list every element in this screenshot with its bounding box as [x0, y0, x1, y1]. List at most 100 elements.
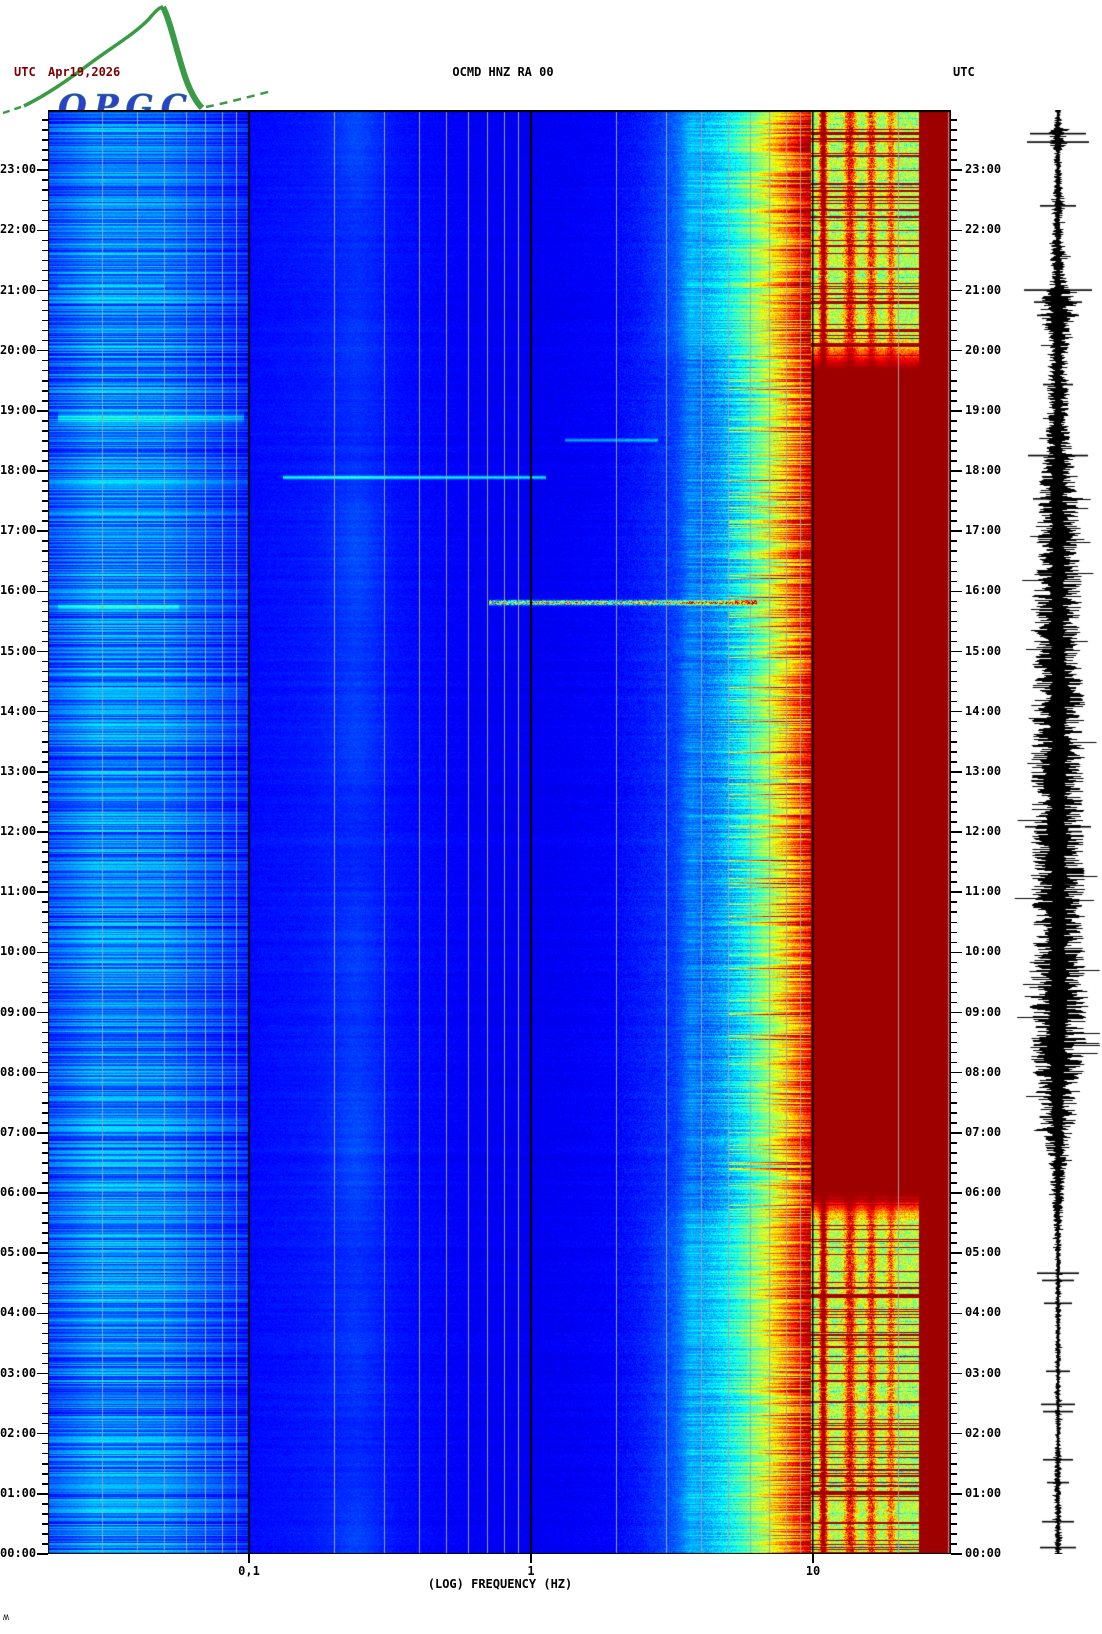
time-tick: [951, 1182, 957, 1184]
time-tick: [42, 600, 48, 603]
time-tick: [951, 821, 957, 823]
time-tick: [951, 229, 962, 232]
time-tick: [951, 1272, 957, 1274]
time-tick: [42, 1503, 48, 1505]
time-tick: [951, 1041, 957, 1044]
time-label: 04:00: [965, 1305, 1002, 1320]
time-tick: [37, 1011, 48, 1014]
time-tick: [37, 831, 48, 833]
time-tick: [951, 761, 957, 763]
time-label: 11:00: [0, 884, 37, 899]
time-tick: [42, 540, 48, 542]
time-tick: [42, 911, 48, 913]
time-tick: [42, 991, 48, 994]
time-tick: [951, 861, 957, 863]
date-label: Apr19,2026: [48, 65, 121, 79]
time-tick: [951, 119, 957, 121]
freq-tick-label: 0,1: [238, 1564, 260, 1578]
time-tick: [42, 420, 48, 422]
time-tick: [951, 580, 957, 583]
time-tick: [42, 660, 48, 663]
time-tick: [951, 159, 957, 161]
time-tick: [42, 259, 48, 262]
time-tick: [37, 1553, 48, 1555]
time-tick: [42, 1292, 48, 1295]
time-tick: [42, 1242, 48, 1244]
time-tick: [951, 189, 957, 191]
time-label: 18:00: [965, 463, 1002, 477]
page-title: OCMD HNZ RA 00: [452, 65, 554, 79]
time-label: 09:00: [0, 1004, 37, 1019]
time-label: 00:00: [965, 1546, 1002, 1560]
time-tick: [42, 961, 48, 964]
time-tick: [951, 460, 957, 462]
time-tick: [37, 169, 48, 171]
time-tick: [42, 981, 48, 984]
freq-tick: [812, 1554, 814, 1563]
time-tick: [42, 921, 48, 923]
time-tick: [42, 1212, 48, 1214]
time-tick: [951, 400, 957, 402]
time-tick: [951, 1553, 962, 1555]
time-tick: [951, 209, 957, 212]
time-tick: [42, 550, 48, 552]
time-tick: [951, 1392, 957, 1395]
time-tick: [37, 1192, 48, 1194]
time-tick: [42, 751, 48, 753]
time-tick: [42, 1352, 48, 1355]
time-label: 05:00: [0, 1245, 37, 1260]
time-tick: [951, 410, 962, 412]
time-tick: [42, 329, 48, 332]
time-tick: [951, 981, 957, 984]
time-tick: [42, 279, 48, 282]
time-tick: [951, 380, 957, 382]
time-tick: [42, 1202, 48, 1204]
time-tick: [42, 400, 48, 402]
time-label: 06:00: [0, 1185, 37, 1199]
time-label: 05:00: [965, 1245, 1002, 1260]
freq-tick: [248, 1554, 250, 1563]
time-tick: [42, 700, 48, 703]
time-tick: [951, 1142, 957, 1144]
time-tick: [951, 349, 962, 352]
time-tick: [951, 1282, 957, 1284]
time-tick: [951, 1412, 957, 1415]
time-tick: [951, 299, 957, 302]
time-label: 15:00: [965, 643, 1002, 658]
time-tick: [42, 720, 48, 723]
time-tick: [951, 690, 957, 693]
utc-left-label: UTC: [14, 65, 36, 79]
time-label: 09:00: [965, 1004, 1002, 1019]
time-tick: [951, 1102, 957, 1104]
time-tick: [951, 1493, 962, 1495]
time-tick: [951, 1533, 957, 1535]
time-tick: [951, 510, 957, 512]
time-tick: [42, 299, 48, 302]
time-tick: [951, 540, 957, 542]
time-tick: [951, 1132, 962, 1134]
time-tick: [951, 390, 957, 392]
time-tick: [42, 1031, 48, 1034]
time-tick: [951, 710, 962, 713]
time-tick: [42, 209, 48, 212]
time-label: 17:00: [965, 523, 1002, 538]
time-tick: [42, 801, 48, 803]
time-tick: [42, 1513, 48, 1515]
time-tick: [37, 410, 48, 412]
time-label: 16:00: [965, 583, 1002, 598]
time-tick: [951, 1152, 957, 1154]
time-tick: [42, 1362, 48, 1365]
time-label: 12:00: [0, 824, 37, 838]
time-tick: [37, 229, 48, 232]
time-tick: [951, 931, 957, 934]
time-tick: [951, 490, 957, 492]
time-tick: [951, 670, 957, 673]
time-tick: [42, 1412, 48, 1415]
time-tick: [951, 771, 962, 773]
time-tick: [37, 289, 48, 292]
time-tick: [951, 720, 957, 723]
time-tick: [42, 931, 48, 934]
time-tick: [951, 259, 957, 262]
time-tick: [951, 911, 957, 913]
